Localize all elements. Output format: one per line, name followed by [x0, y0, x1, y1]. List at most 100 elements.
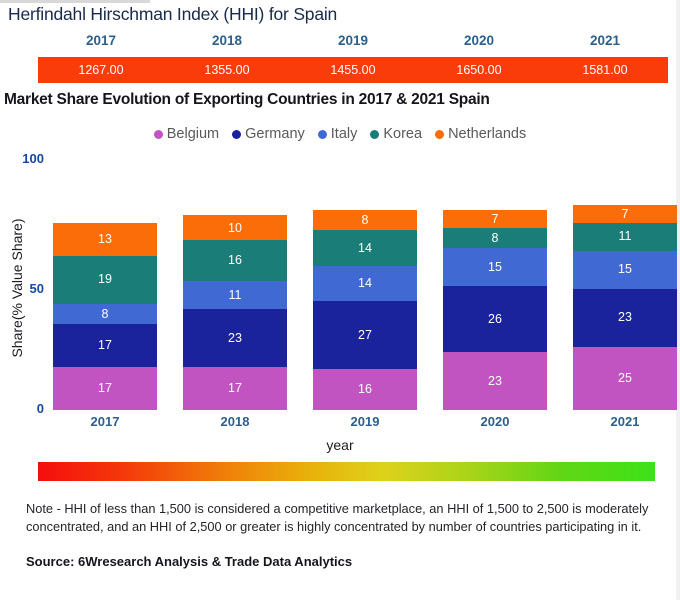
bar-group-2020: 7 8 15 26 23 [443, 210, 547, 410]
bar-segment-germany-2019[interactable]: 27 [313, 301, 417, 370]
bar-value-label: 27 [358, 328, 372, 343]
bar-group-2019: 8 14 14 27 16 [313, 210, 417, 410]
legend-swatch-icon-netherlands [435, 129, 445, 139]
bar-segment-germany-2018[interactable]: 23 [183, 308, 287, 367]
bar-value-label: 25 [618, 371, 632, 386]
bar-value-label: 7 [491, 211, 499, 226]
bar-segment-netherlands-2019[interactable]: 8 [313, 210, 417, 231]
bar-value-label: 23 [228, 330, 242, 345]
bar-value-label: 19 [98, 272, 112, 287]
x-tick-2020: 2020 [480, 414, 510, 429]
bar-value-label: 16 [228, 253, 242, 268]
bar-value-label: 15 [488, 259, 502, 274]
bar-value-label: 17 [228, 381, 242, 396]
y-axis-title: Share(% Value Share) [9, 218, 25, 358]
color-gradient-strip [38, 462, 655, 481]
hhi-title: Herfindahl Hirschman Index (HHI) for Spa… [8, 4, 338, 24]
bar-value-label: 14 [358, 240, 372, 255]
top-edge-artifact [0, 0, 150, 3]
bar-value-label: 8 [101, 306, 109, 321]
bar-value-label: 10 [228, 220, 242, 235]
hhi-value-2019: 1455.00 [330, 63, 376, 77]
hhi-value-row: 1267.00 1355.00 1455.00 1650.00 1581.00 [38, 57, 668, 83]
bar-segment-germany-2017[interactable]: 17 [53, 323, 157, 367]
x-tick-2019: 2019 [350, 414, 380, 429]
hhi-year-2021: 2021 [589, 33, 621, 48]
bar-segment-korea-2017[interactable]: 19 [53, 255, 157, 304]
legend-label: Korea [383, 126, 423, 142]
bar-segment-italy-2021[interactable]: 15 [573, 250, 677, 289]
x-tick-2017: 2017 [90, 414, 120, 429]
hhi-year-2020: 2020 [463, 33, 495, 48]
legend-label: Belgium [166, 126, 220, 142]
bar-segment-italy-2020[interactable]: 15 [443, 248, 547, 286]
bar-segment-korea-2020[interactable]: 8 [443, 227, 547, 249]
hhi-year-2017: 2017 [85, 33, 117, 48]
legend-item-italy[interactable]: Italy [317, 126, 358, 142]
bar-segment-belgium-2018[interactable]: 17 [183, 366, 287, 410]
bar-value-label: 13 [98, 231, 112, 246]
bar-value-label: 26 [488, 311, 502, 326]
hhi-value-2020: 1650.00 [456, 63, 502, 77]
chart-title: Market Share Evolution of Exporting Coun… [4, 91, 490, 108]
bar-segment-netherlands-2017[interactable]: 13 [53, 222, 157, 256]
bar-value-label: 15 [618, 262, 632, 277]
right-edge-artifact [676, 0, 680, 600]
hhi-year-header-row: 2017 2018 2019 2020 2021 [38, 33, 668, 48]
legend-swatch-icon-germany [232, 129, 242, 139]
bar-segment-korea-2019[interactable]: 14 [313, 230, 417, 266]
bar-segment-korea-2018[interactable]: 16 [183, 240, 287, 281]
y-tick-0: 0 [36, 401, 44, 416]
bar-group-2021: 7 11 15 23 25 [573, 205, 677, 410]
legend-swatch-icon-italy [317, 129, 327, 139]
bar-value-label: 11 [228, 287, 242, 302]
x-tick-2018: 2018 [220, 414, 250, 429]
legend-item-netherlands[interactable]: Netherlands [435, 126, 526, 142]
bar-segment-italy-2018[interactable]: 11 [183, 280, 287, 309]
bar-segment-netherlands-2020[interactable]: 7 [443, 210, 547, 228]
x-axis-title: year [326, 437, 354, 453]
note-text: Note - HHI of less than 1,500 is conside… [26, 501, 649, 534]
legend-item-germany[interactable]: Germany [232, 126, 305, 142]
bar-value-label: 23 [618, 310, 632, 325]
bar-group-2018: 10 16 11 23 17 [183, 215, 287, 410]
bar-value-label: 23 [488, 373, 502, 388]
bar-value-label: 11 [618, 229, 632, 244]
bar-segment-belgium-2020[interactable]: 23 [443, 351, 547, 410]
hhi-year-2019: 2019 [337, 33, 369, 48]
hhi-value-2021: 1581.00 [582, 63, 628, 77]
legend-label: Netherlands [448, 126, 527, 142]
bar-value-label: 17 [98, 338, 112, 353]
bar-segment-belgium-2017[interactable]: 17 [53, 366, 157, 410]
bar-segment-netherlands-2021[interactable]: 7 [573, 205, 677, 223]
legend-swatch-icon-korea [370, 129, 380, 139]
hhi-value-2017: 1267.00 [78, 63, 124, 77]
hhi-value-2018: 1355.00 [204, 63, 250, 77]
bar-value-label: 8 [361, 212, 369, 227]
legend-swatch-icon-belgium [153, 129, 163, 139]
y-tick-50: 50 [29, 281, 44, 296]
legend-label: Germany [245, 126, 305, 142]
bar-group-2017: 13 19 8 17 17 [53, 222, 157, 410]
bar-segment-italy-2019[interactable]: 14 [313, 265, 417, 302]
bar-value-label: 7 [621, 206, 629, 221]
bar-value-label: 17 [98, 381, 112, 396]
bar-value-label: 16 [358, 382, 372, 397]
chart-legend: Belgium Germany Italy Korea Netherlands [0, 126, 680, 142]
bar-segment-belgium-2019[interactable]: 16 [313, 369, 417, 410]
bar-value-label: 8 [491, 230, 499, 245]
bar-segment-germany-2021[interactable]: 23 [573, 288, 677, 347]
bar-segment-korea-2021[interactable]: 11 [573, 222, 677, 251]
y-tick-100: 100 [22, 151, 44, 166]
source-text: Source: 6Wresearch Analysis & Trade Data… [26, 554, 353, 569]
legend-label: Italy [330, 126, 358, 142]
bar-segment-netherlands-2018[interactable]: 10 [183, 215, 287, 241]
x-tick-2021: 2021 [610, 414, 640, 429]
bar-segment-germany-2020[interactable]: 26 [443, 286, 547, 352]
bar-segment-italy-2017[interactable]: 8 [53, 303, 157, 324]
bar-value-label: 14 [358, 276, 372, 291]
legend-item-belgium[interactable]: Belgium [153, 126, 220, 142]
bar-segment-belgium-2021[interactable]: 25 [573, 346, 677, 410]
hhi-year-2018: 2018 [211, 33, 243, 48]
legend-item-korea[interactable]: Korea [370, 126, 422, 142]
